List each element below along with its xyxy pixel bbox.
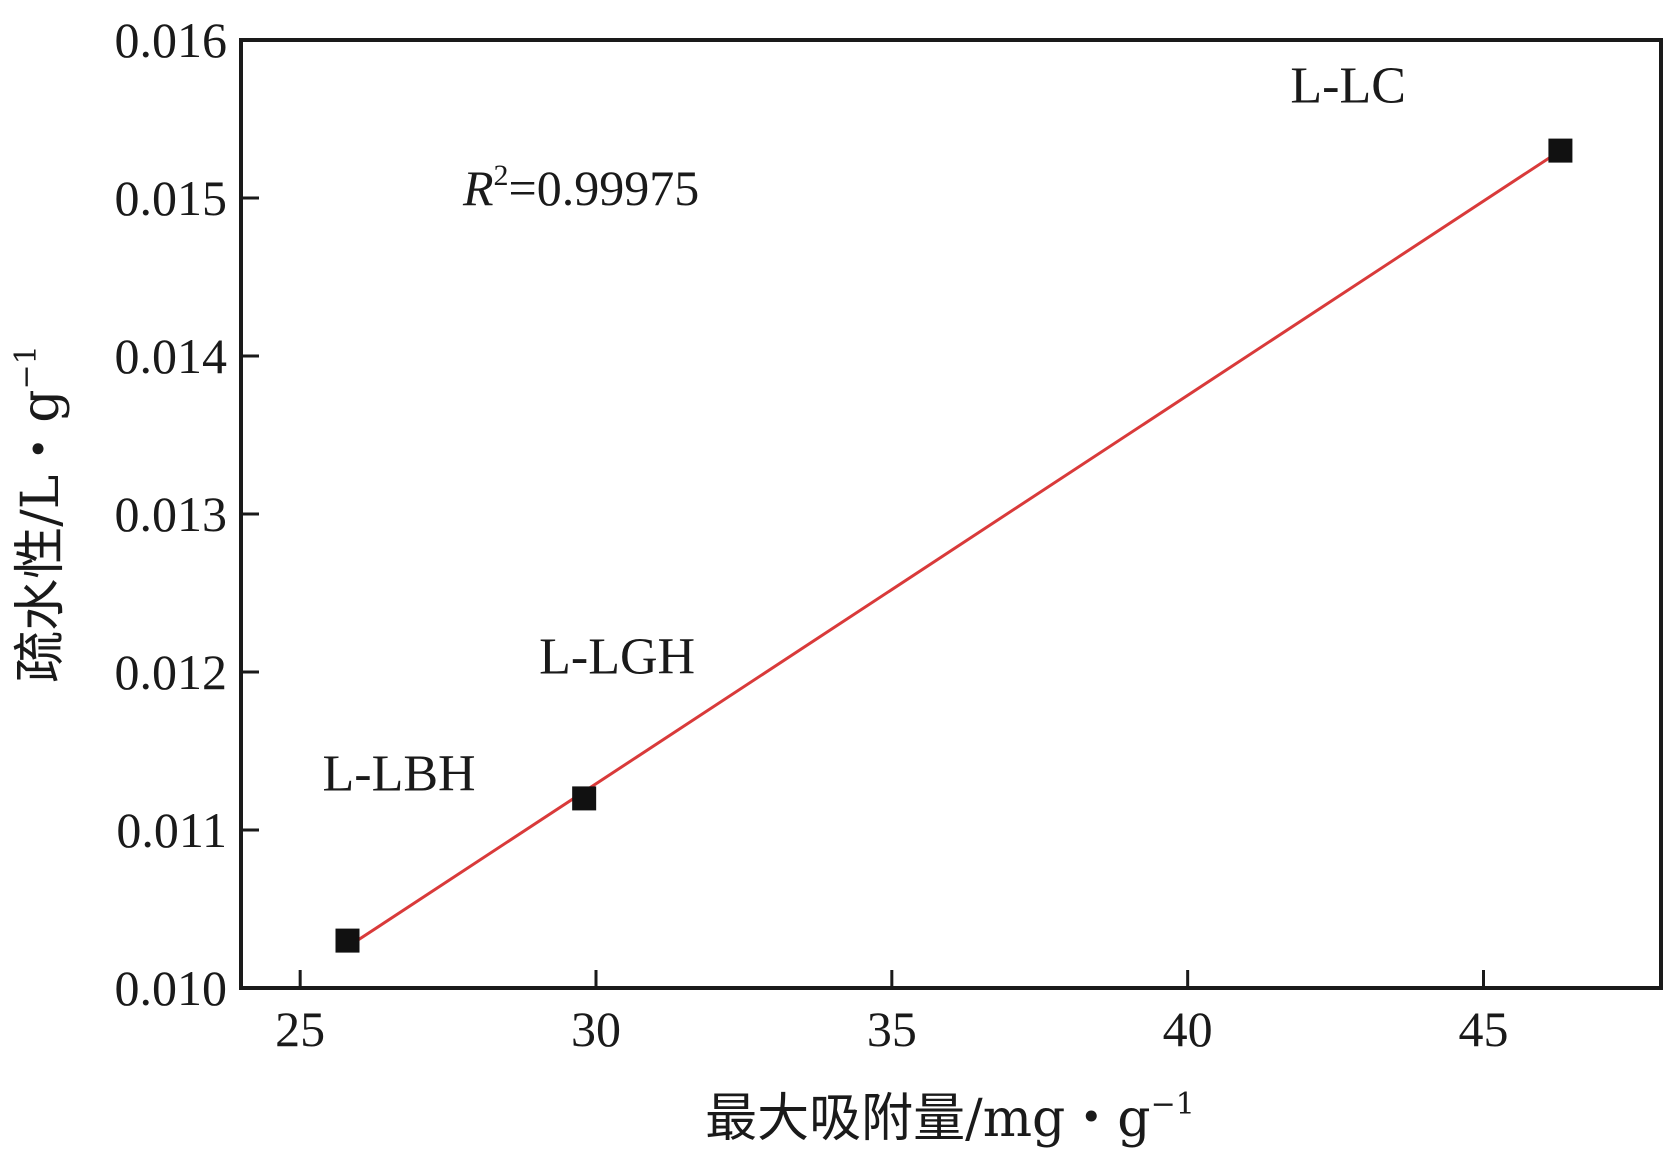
- y-tick-label: 0.012: [115, 644, 228, 700]
- plot-frame: [239, 38, 1663, 990]
- point-labels: L-LBH L-LGH L-LC: [323, 58, 1406, 803]
- x-tick-label: 25: [275, 1001, 325, 1057]
- y-axis-ticks: 0.010 0.011 0.012 0.013 0.014 0.015 0.016: [115, 12, 259, 1016]
- r-squared-annotation: R2=0.99975: [462, 159, 699, 216]
- y-tick-label: 0.011: [116, 802, 227, 858]
- x-axis-title: 最大吸附量/mg・g−1: [705, 1087, 1195, 1149]
- x-tick-label: 40: [1163, 1001, 1213, 1057]
- y-tick-label: 0.013: [115, 486, 228, 542]
- y-tick-label: 0.010: [115, 960, 228, 1016]
- x-axis-title-text: 最大吸附量/mg・g: [705, 1089, 1150, 1149]
- r-superscript: 2: [494, 159, 509, 192]
- r-symbol: R: [462, 160, 494, 216]
- x-axis-title-sup: −1: [1151, 1087, 1195, 1122]
- point-label: L-LC: [1290, 58, 1406, 115]
- point-label: L-LGH: [539, 628, 695, 685]
- fit-line-group: [346, 149, 1562, 949]
- point-label: L-LBH: [323, 746, 476, 803]
- fit-line: [346, 149, 1562, 949]
- x-tick-label: 30: [571, 1001, 621, 1057]
- data-points: [335, 138, 1573, 953]
- y-axis-title-text: 疏水性/L・g: [11, 389, 71, 682]
- y-axis-title-sup: −1: [9, 345, 44, 389]
- x-tick-label: 35: [867, 1001, 917, 1057]
- data-point-marker: [572, 786, 597, 811]
- y-axis-title: 疏水性/L・g−1: [9, 345, 71, 683]
- x-tick-label: 45: [1459, 1001, 1509, 1057]
- r-value: =0.99975: [509, 160, 700, 216]
- y-tick-label: 0.014: [115, 328, 228, 384]
- data-point-marker: [1548, 138, 1573, 163]
- data-point-marker: [335, 928, 360, 953]
- y-tick-label: 0.016: [115, 12, 228, 68]
- y-tick-label: 0.015: [115, 170, 228, 226]
- x-axis-ticks: 25 30 35 40 45: [275, 970, 1509, 1057]
